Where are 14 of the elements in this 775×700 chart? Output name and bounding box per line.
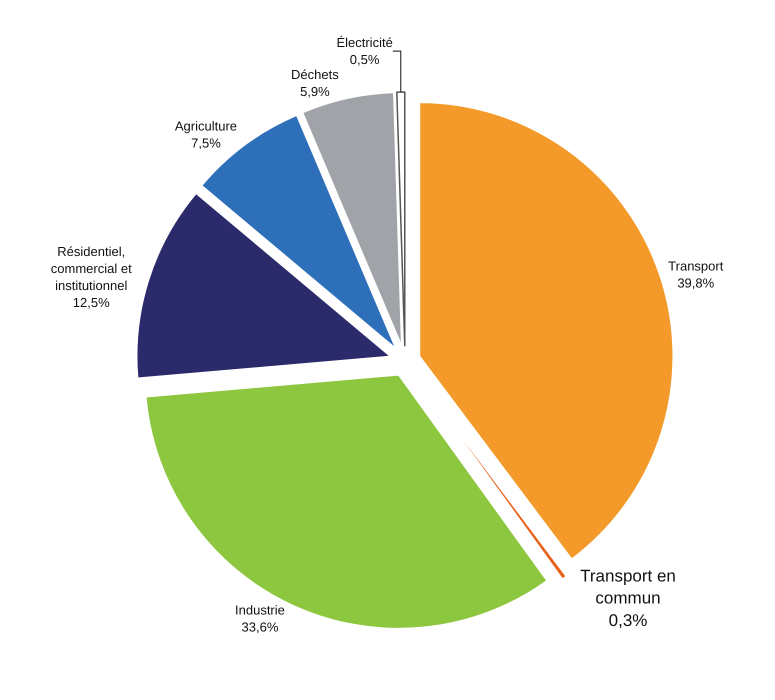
data-label: 5,9% [300,84,330,100]
data-label: 39,8% [677,275,715,290]
data-label: 7,5% [191,135,222,150]
data-label: 12,5% [72,294,110,310]
slice-label: Électricité [336,35,393,50]
data-label: 0,5% [350,52,380,68]
slice-label: Déchets [291,67,340,82]
slice-label: Résidentiel, commercial et institutionnel [50,244,132,293]
slice-label: Industrie [235,602,285,618]
data-label: 0,3% [608,610,648,630]
data-label: 33,6% [242,620,279,635]
slice-label: Transport [668,258,724,274]
slice-label: Agriculture [174,118,238,134]
slice-label: Transport en commun [580,566,676,608]
